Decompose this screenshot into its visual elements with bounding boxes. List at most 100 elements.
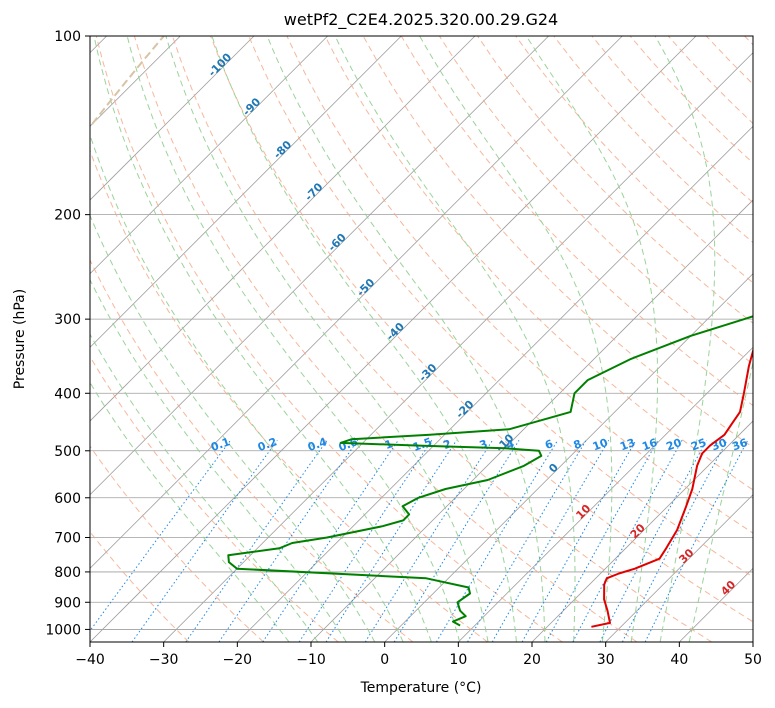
mixing-ratio-line	[572, 440, 683, 642]
isotherm-line	[90, 36, 328, 275]
isotherm-line	[90, 36, 697, 642]
moist-adiabat-label: -20	[453, 398, 476, 421]
x-axis-ticks: −40 −30 −20 −10 0 10 20 30 40 50	[75, 642, 762, 668]
y-tick-label: 900	[54, 595, 81, 611]
x-tick-label: −20	[223, 652, 253, 668]
y-tick-label: 100	[54, 29, 81, 45]
x-tick-label: 40	[670, 652, 688, 668]
mixing-ratio-label: 6	[543, 437, 555, 452]
mixing-ratio-label: 0.4	[306, 435, 329, 454]
mixing-ratio-line	[364, 440, 493, 642]
moist-adiabat-label: -40	[384, 320, 407, 343]
mixing-ratio-line	[325, 440, 457, 642]
isotherm-line	[90, 36, 255, 201]
dry-adiabat	[90, 445, 264, 642]
mixing-ratio-label: 13	[618, 436, 637, 453]
dry-adiabat	[90, 149, 488, 642]
isotherm-lines	[90, 36, 753, 642]
moist-adiabat	[211, 36, 517, 642]
moist-adiabat	[525, 36, 659, 642]
y-axis-label: Pressure (hPa)	[12, 289, 28, 389]
dry-adiabat	[286, 36, 753, 534]
profile-series	[227, 315, 753, 628]
isotherm-line	[752, 641, 753, 642]
isotherm-line	[90, 36, 476, 422]
isotherm-line	[90, 36, 623, 569]
isotherm-line	[90, 36, 549, 496]
mixing-ratio-line	[218, 440, 359, 642]
dry-adiabat	[90, 531, 190, 642]
x-tick-label: −10	[296, 652, 326, 668]
moist-adiabat-label: -100	[206, 50, 235, 79]
mixing-ratio-line	[185, 440, 328, 642]
mixing-ratio-label: 8	[572, 437, 584, 452]
isotherm-line	[90, 36, 402, 348]
mixing-ratio-lines	[90, 439, 749, 642]
moist-adiabat	[334, 36, 576, 642]
isotherm-line	[310, 199, 753, 642]
mixing-ratio-line	[262, 440, 399, 642]
isotherm-line	[384, 273, 753, 642]
x-tick-label: 20	[523, 652, 541, 668]
temperature-line	[591, 347, 753, 628]
moist-adiabat-label: -80	[271, 138, 294, 161]
mixing-ratio-line	[393, 440, 520, 642]
mixing-ratio-line	[131, 440, 278, 642]
moist-adiabat	[126, 36, 461, 642]
x-tick-label: 0	[380, 652, 389, 668]
dry-adiabat	[172, 36, 712, 642]
dry-adiabat-label: 40	[718, 578, 738, 598]
dewpoint-line	[227, 315, 753, 627]
dry-adiabat	[90, 355, 339, 642]
x-tick-label: −30	[149, 652, 179, 668]
moist-adiabat-label: -70	[302, 180, 325, 203]
chart-title: wetPf2_C2E4.2025.320.00.29.G24	[284, 10, 558, 30]
mixing-ratio-line	[621, 440, 728, 642]
moist-adiabat	[419, 36, 613, 642]
x-tick-label: 30	[597, 652, 615, 668]
moist-adiabat-label: -50	[354, 276, 377, 299]
dry-adiabat	[90, 258, 414, 642]
mixing-ratio-line	[435, 440, 559, 642]
isotherm-line	[531, 420, 753, 642]
dry-adiabats	[90, 36, 753, 642]
mixing-ratio-label: 30	[710, 436, 729, 454]
dry-adiabat	[248, 36, 753, 578]
mixing-ratio-line	[521, 440, 637, 642]
x-tick-label: 10	[449, 652, 467, 668]
y-tick-label: 400	[54, 386, 81, 402]
mixing-ratio-line	[467, 440, 587, 642]
moist-adiabat	[93, 36, 432, 642]
mixing-ratio-label: 25	[689, 436, 708, 453]
plot-area: 0.1 0.2 0.4 0.6 1 1.5 2 3 4 6 8 10 13 16 20 25 30 36-100-…	[90, 36, 753, 642]
dry-adiabat	[210, 36, 753, 623]
isotherm-line	[163, 52, 753, 642]
dry-adiabat	[324, 36, 753, 491]
y-tick-label: 500	[54, 444, 81, 460]
y-tick-label: 700	[54, 531, 81, 547]
dry-adiabat	[705, 36, 753, 85]
dry-adiabat	[95, 36, 563, 642]
mixing-ratio-line	[298, 440, 433, 642]
isotherm-line	[237, 125, 753, 642]
mixing-ratio-label: 3	[478, 437, 490, 452]
moist-adiabat	[90, 133, 404, 642]
y-tick-label: 800	[54, 565, 81, 581]
mixing-ratio-label: 16	[640, 436, 659, 454]
y-tick-label: 1000	[45, 622, 81, 638]
mixing-ratio-label: 1.5	[411, 435, 434, 454]
moist-adiabat	[654, 36, 716, 642]
dry-adiabat-label: 20	[628, 521, 648, 541]
mixing-ratio-label: 0.1	[209, 435, 232, 454]
mixing-ratio-label: 4	[504, 437, 516, 452]
moist-adiabat	[165, 36, 489, 642]
moist-adiabat-label: -10	[493, 431, 516, 454]
x-tick-label: −40	[75, 652, 105, 668]
mixing-ratio-label: 0.2	[256, 435, 279, 454]
mixing-ratio-line	[545, 440, 659, 642]
dry-adiabat	[515, 36, 753, 284]
isotherm-line	[605, 494, 753, 642]
mixing-ratio-label: 2	[442, 437, 454, 452]
dry-adiabat	[744, 36, 753, 46]
